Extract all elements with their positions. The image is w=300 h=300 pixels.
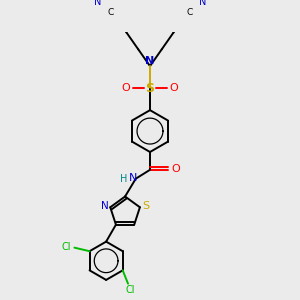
Text: C: C — [187, 8, 193, 17]
Text: N: N — [129, 173, 137, 183]
Text: S: S — [142, 201, 150, 212]
Text: N: N — [146, 56, 154, 66]
Text: S: S — [146, 82, 154, 95]
Text: C: C — [107, 8, 113, 17]
Text: N: N — [101, 201, 109, 212]
Text: N: N — [94, 0, 101, 7]
Text: O: O — [171, 164, 180, 174]
Text: Cl: Cl — [62, 242, 71, 252]
Text: N: N — [199, 0, 206, 7]
Text: O: O — [170, 83, 178, 93]
Text: H: H — [120, 174, 127, 184]
Text: Cl: Cl — [125, 285, 135, 295]
Text: O: O — [122, 83, 130, 93]
